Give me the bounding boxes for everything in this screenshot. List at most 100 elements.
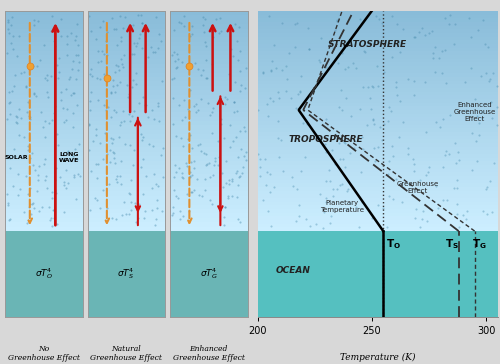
Bar: [258, 22, 498, 25]
Bar: [170, 20, 248, 24]
Bar: [170, 77, 248, 82]
Bar: [258, 202, 498, 205]
Bar: [170, 55, 248, 59]
Bar: [88, 152, 165, 156]
Bar: [88, 121, 165, 125]
Bar: [170, 143, 248, 147]
Bar: [170, 139, 248, 143]
Text: OCEAN: OCEAN: [276, 266, 310, 275]
Bar: [258, 161, 498, 165]
Bar: [88, 196, 165, 200]
Bar: [5, 130, 82, 134]
Bar: [5, 121, 82, 125]
Bar: [170, 90, 248, 95]
Bar: [170, 28, 248, 33]
Bar: [5, 86, 82, 90]
Bar: [258, 84, 498, 88]
Bar: [258, 51, 498, 55]
Text: Temperature (K): Temperature (K): [340, 353, 415, 362]
Bar: [170, 51, 248, 55]
Bar: [5, 178, 82, 183]
Bar: [258, 154, 498, 158]
Bar: [5, 99, 82, 103]
Bar: [5, 28, 82, 33]
Bar: [170, 218, 248, 222]
Bar: [88, 165, 165, 169]
Bar: [5, 103, 82, 108]
Bar: [5, 161, 82, 165]
Bar: [5, 24, 82, 28]
Bar: [170, 125, 248, 130]
Bar: [88, 15, 165, 20]
Text: Greenhouse
Effect: Greenhouse Effect: [396, 181, 438, 194]
Bar: [5, 209, 82, 213]
Bar: [88, 99, 165, 103]
Bar: [5, 231, 82, 317]
Bar: [170, 200, 248, 205]
Bar: [258, 92, 498, 95]
Bar: [258, 66, 498, 70]
Text: $\sigma T_S^4$: $\sigma T_S^4$: [118, 266, 135, 281]
Bar: [170, 112, 248, 116]
Bar: [258, 117, 498, 121]
Bar: [5, 20, 82, 24]
Bar: [170, 165, 248, 169]
Bar: [88, 134, 165, 139]
Bar: [5, 165, 82, 169]
Bar: [88, 156, 165, 161]
Bar: [5, 187, 82, 191]
Bar: [258, 150, 498, 154]
Bar: [5, 196, 82, 200]
Bar: [170, 174, 248, 178]
Bar: [258, 132, 498, 136]
Bar: [258, 228, 498, 231]
Bar: [258, 59, 498, 62]
Text: SOLAR: SOLAR: [5, 155, 28, 160]
Bar: [5, 33, 82, 37]
Bar: [258, 73, 498, 77]
Bar: [258, 62, 498, 66]
Bar: [88, 55, 165, 59]
Bar: [170, 187, 248, 191]
Bar: [258, 173, 498, 176]
Bar: [170, 64, 248, 68]
Bar: [258, 183, 498, 187]
Bar: [88, 231, 165, 317]
Bar: [258, 95, 498, 99]
Bar: [88, 178, 165, 183]
Bar: [170, 24, 248, 28]
Bar: [258, 143, 498, 147]
Bar: [88, 37, 165, 42]
Bar: [170, 196, 248, 200]
Bar: [258, 88, 498, 92]
Bar: [258, 224, 498, 228]
Bar: [258, 231, 498, 317]
Bar: [258, 220, 498, 224]
Bar: [170, 205, 248, 209]
Bar: [170, 152, 248, 156]
Bar: [5, 15, 82, 20]
Bar: [88, 72, 165, 77]
Bar: [170, 227, 248, 231]
Bar: [88, 218, 165, 222]
Bar: [5, 64, 82, 68]
Bar: [88, 103, 165, 108]
Bar: [258, 55, 498, 59]
Bar: [170, 121, 248, 125]
Bar: [5, 200, 82, 205]
Bar: [88, 139, 165, 143]
Text: $\sigma T_O^4$: $\sigma T_O^4$: [35, 266, 52, 281]
Text: LONG
WAVE: LONG WAVE: [59, 152, 80, 163]
Bar: [170, 161, 248, 165]
Bar: [170, 46, 248, 51]
Bar: [170, 68, 248, 72]
Bar: [5, 51, 82, 55]
Bar: [5, 77, 82, 82]
Bar: [258, 187, 498, 191]
Bar: [88, 108, 165, 112]
Bar: [88, 90, 165, 95]
Bar: [88, 187, 165, 191]
Bar: [88, 205, 165, 209]
Bar: [258, 121, 498, 124]
Bar: [5, 213, 82, 218]
